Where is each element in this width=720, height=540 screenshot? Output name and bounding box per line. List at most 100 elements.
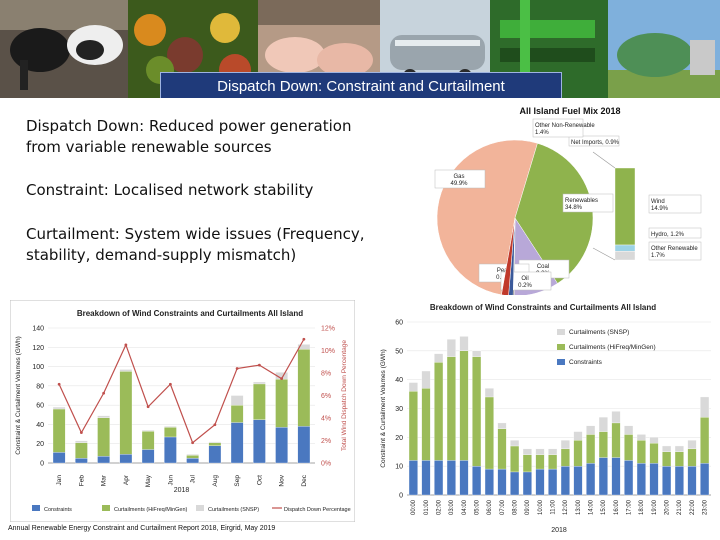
y2-axis-title: Total Wind Dispatch Down Percentage [341,340,348,451]
legend-item: Constraints [557,359,603,366]
y2-tick-label: 6% [321,393,331,400]
y-tick-label: 40 [36,422,44,429]
x-tick-label: 14:00 [588,499,594,515]
legend-swatch [557,359,565,365]
line-point [168,382,172,386]
bar-segment [119,454,133,464]
bar-segment [598,457,608,496]
breakout-segment [614,251,636,261]
line-point [213,423,217,427]
pie-label-text: Renewables 34.8% [565,198,598,211]
bar-segment [459,350,469,461]
x-tick-label: 09:00 [525,499,531,515]
biogas-plant-photo [608,0,720,98]
bar-segment [662,451,672,467]
x-tick-label: Dec [301,474,308,486]
bar-segment [208,445,222,464]
bar-segment [497,428,507,470]
y-tick-label: 0 [399,493,403,500]
y2-tick-label: 4% [321,416,331,423]
bar-segment [649,442,659,464]
y-tick-label: 50 [395,348,403,355]
pie-label-box [568,135,620,147]
bar-segment [598,431,608,458]
bar-segment [52,408,66,453]
bar-segment [275,427,288,464]
bar-segment [459,460,469,496]
x-tick-label: Oct [256,475,263,485]
bar-segment [253,381,266,385]
x-tick-label: 20:00 [664,499,670,515]
hourly-chart-title: Breakdown of Wind Constraints and Curtai… [430,303,656,312]
pie-slice [501,217,516,295]
bar-segment [624,425,634,435]
line-point [57,382,61,386]
bar-segment [408,460,418,496]
bar-segment [472,466,482,496]
bar-segment [560,448,570,467]
legend-label: Constraints [569,359,603,366]
x-tick-label: 08:00 [512,499,518,515]
source-citation: Annual Renewable Energy Constraint and C… [8,525,276,532]
bar-segment [636,440,646,464]
bar-segment [141,449,155,464]
bar-segment [649,437,659,444]
bar-segment [636,463,646,496]
constraint-definition: Constraint: Localised network stability [26,181,314,199]
photo-banner: Dispatch Down: Constraint and Curtailmen… [0,0,720,98]
y2-tick-label: 10% [321,348,335,355]
line-point [257,363,261,367]
pie-label-text: Oil 0.2% [518,276,532,289]
pie-label-box [532,118,584,138]
bar-segment [297,349,311,427]
y2-tick-label: 12% [321,326,335,333]
bar-segment [522,454,532,473]
legend-swatch [557,329,565,335]
cows-photo [0,0,128,98]
x-tick-label: Apr [123,474,130,485]
bar-segment [186,454,199,456]
bar-segment [421,460,431,496]
bar-segment [548,448,558,455]
y-tick-label: 20 [395,435,403,442]
bar-segment [522,471,532,496]
breakout-label: Wind 14.9% [648,194,702,214]
x-tick-label: 15:00 [601,499,607,515]
bar-segment [164,426,177,428]
y2-tick-label: 8% [321,371,331,378]
bar-segment [230,395,244,406]
bar-segment [434,362,444,461]
bar-segment [535,454,545,470]
x-tick-label: Nov [279,474,286,486]
breakout-label: Hydro, 1.2% [648,227,702,239]
breakout-label: Other Renewable 1.7% [648,241,702,261]
dispatch-down-line [58,338,305,444]
bar-segment [75,458,88,464]
y2-tick-label: 2% [321,438,331,445]
bar-segment [297,426,311,464]
bar-segment [611,457,621,496]
bar-segment [700,463,710,496]
bar-segment [119,371,133,455]
bar-segment [446,356,456,461]
pie-slice-label: Gas 49.9% [434,169,486,189]
curtailment-definition: Curtailment: System wide issues (Frequen… [26,225,365,264]
bar-segment [75,440,88,443]
bar-segment [230,422,244,464]
x-tick-label: 18:00 [639,499,645,515]
bar-segment [687,440,697,450]
x-tick-label: Jan [56,475,63,486]
slide-title: Dispatch Down: Constraint and Curtailmen… [160,72,562,98]
x-tick-label: 21:00 [677,499,683,515]
bar-segment [446,460,456,496]
y-tick-label: 60 [36,403,44,410]
x-tick-label: 01:00 [424,499,430,515]
bar-segment [586,463,596,496]
pie-slice-label: Renewables 34.8% [562,193,614,213]
x-tick-label: 03:00 [449,499,455,515]
bar-segment [573,440,583,467]
x-tick-label: Jun [167,475,174,486]
connector-line [592,247,616,261]
bar-segment [586,425,596,435]
bar-segment [434,353,444,363]
